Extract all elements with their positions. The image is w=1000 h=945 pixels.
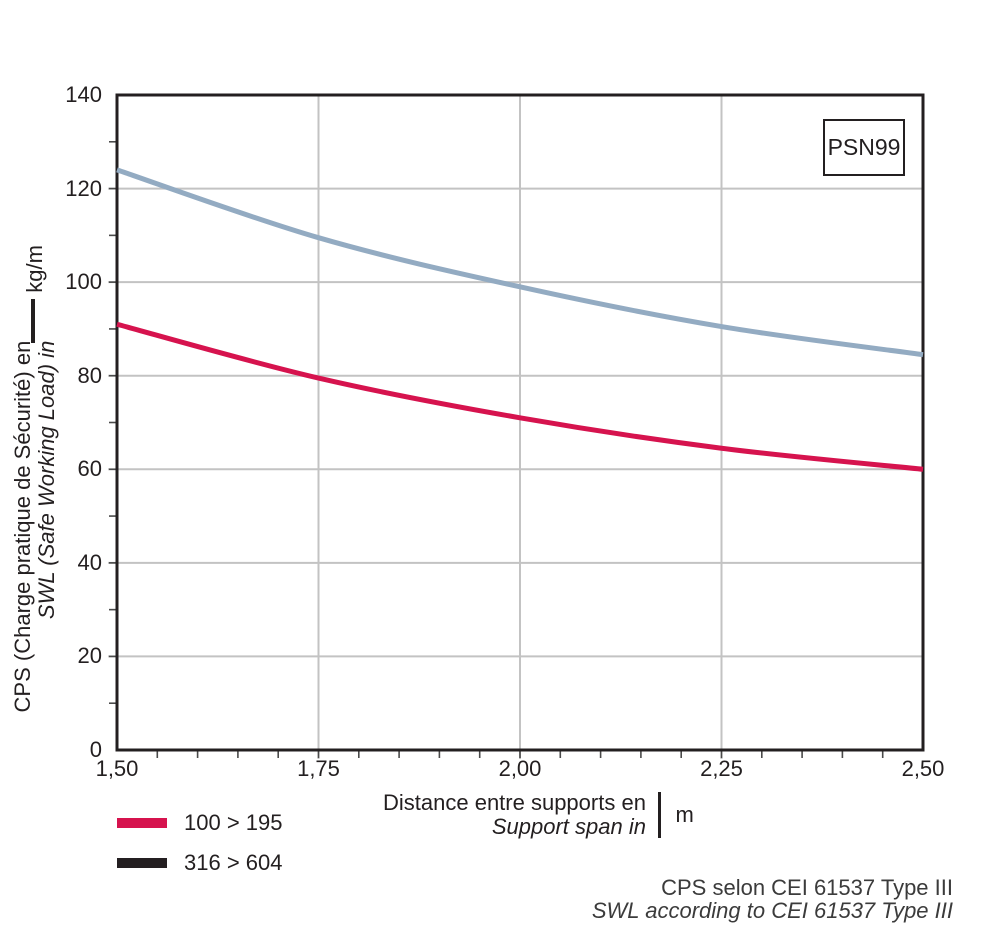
plot-frame [115,93,925,752]
x-tick-label: 1,75 [297,756,340,781]
y-axis-title-fr: CPS (Charge pratique de Sécurité) en [10,340,35,713]
legend-swatch-red [117,817,167,828]
legend-item: 316 > 604 [117,850,282,875]
x-axis-unit-divider [657,792,662,838]
product-badge-label: PSN99 [827,134,901,160]
footnote: CPS selon CEI 61537 Type III SWL accordi… [592,876,953,922]
legend-item: 100 > 195 [117,810,282,835]
x-tick-label: 2,25 [700,756,743,781]
x-axis-title-en: Support span in [491,814,646,839]
y-tick-label: 40 [77,549,102,575]
footnote-fr: CPS selon CEI 61537 Type III [661,875,953,900]
x-tick-label: 2,50 [901,756,945,781]
y-tick-label: 60 [77,456,102,482]
y-tick-label: 20 [77,643,102,669]
legend-label: 100 > 195 [184,809,283,835]
legend-swatch-black [117,857,167,868]
x-tick-label: 1,50 [95,756,139,781]
x-axis-label: Distance entre supports en Support span … [383,791,694,839]
lower-curve [116,321,924,472]
x-axis-unit: m [675,802,694,827]
footnote-en: SWL according to CEI 61537 Type III [591,898,953,923]
x-axis-title: Distance entre supports en Support span … [383,791,646,839]
y-tick-label: 120 [65,175,102,201]
x-axis-title-fr: Distance entre supports en [383,790,646,815]
y-axis-unit-divider [31,299,35,343]
x-tick-label: 2,00 [498,756,542,781]
plot-area [108,93,925,759]
y-tick-label: 140 [65,82,102,107]
y-tick-label: 80 [77,362,102,388]
upper-curve [116,167,924,358]
y-tick-label: 0 [89,737,102,762]
legend: 100 > 195 316 > 604 [117,810,282,875]
legend-label: 316 > 604 [184,849,283,875]
y-tick-label: 100 [65,269,102,295]
product-badge: PSN99 [823,119,905,176]
